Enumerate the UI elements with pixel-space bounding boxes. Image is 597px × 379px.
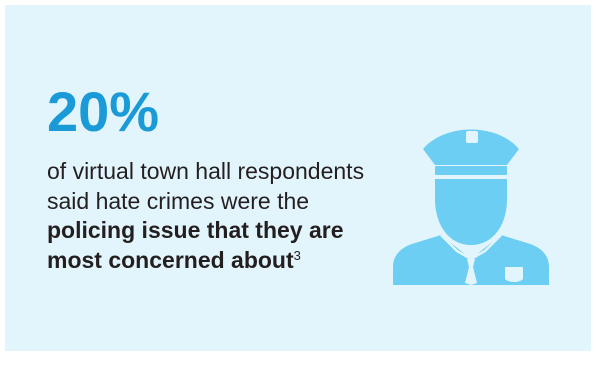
stat-card: 20% of virtual town hall respondents sai… (5, 5, 591, 351)
description-text: of virtual town hall respondents said ha… (47, 158, 365, 214)
hat-badge-shape (466, 131, 478, 143)
hat-crown-shape (423, 129, 519, 165)
head-shape (435, 179, 507, 245)
footnote-marker: 3 (293, 247, 301, 263)
chest-badge-shape (505, 267, 523, 282)
police-officer-icon (393, 129, 549, 285)
hat-visor-shape (435, 166, 507, 175)
stat-description: of virtual town hall respondents said ha… (47, 157, 387, 275)
description-emphasis: policing issue that they are most concer… (47, 217, 344, 273)
tie-shape (465, 259, 477, 285)
stat-value: 20% (47, 80, 160, 143)
